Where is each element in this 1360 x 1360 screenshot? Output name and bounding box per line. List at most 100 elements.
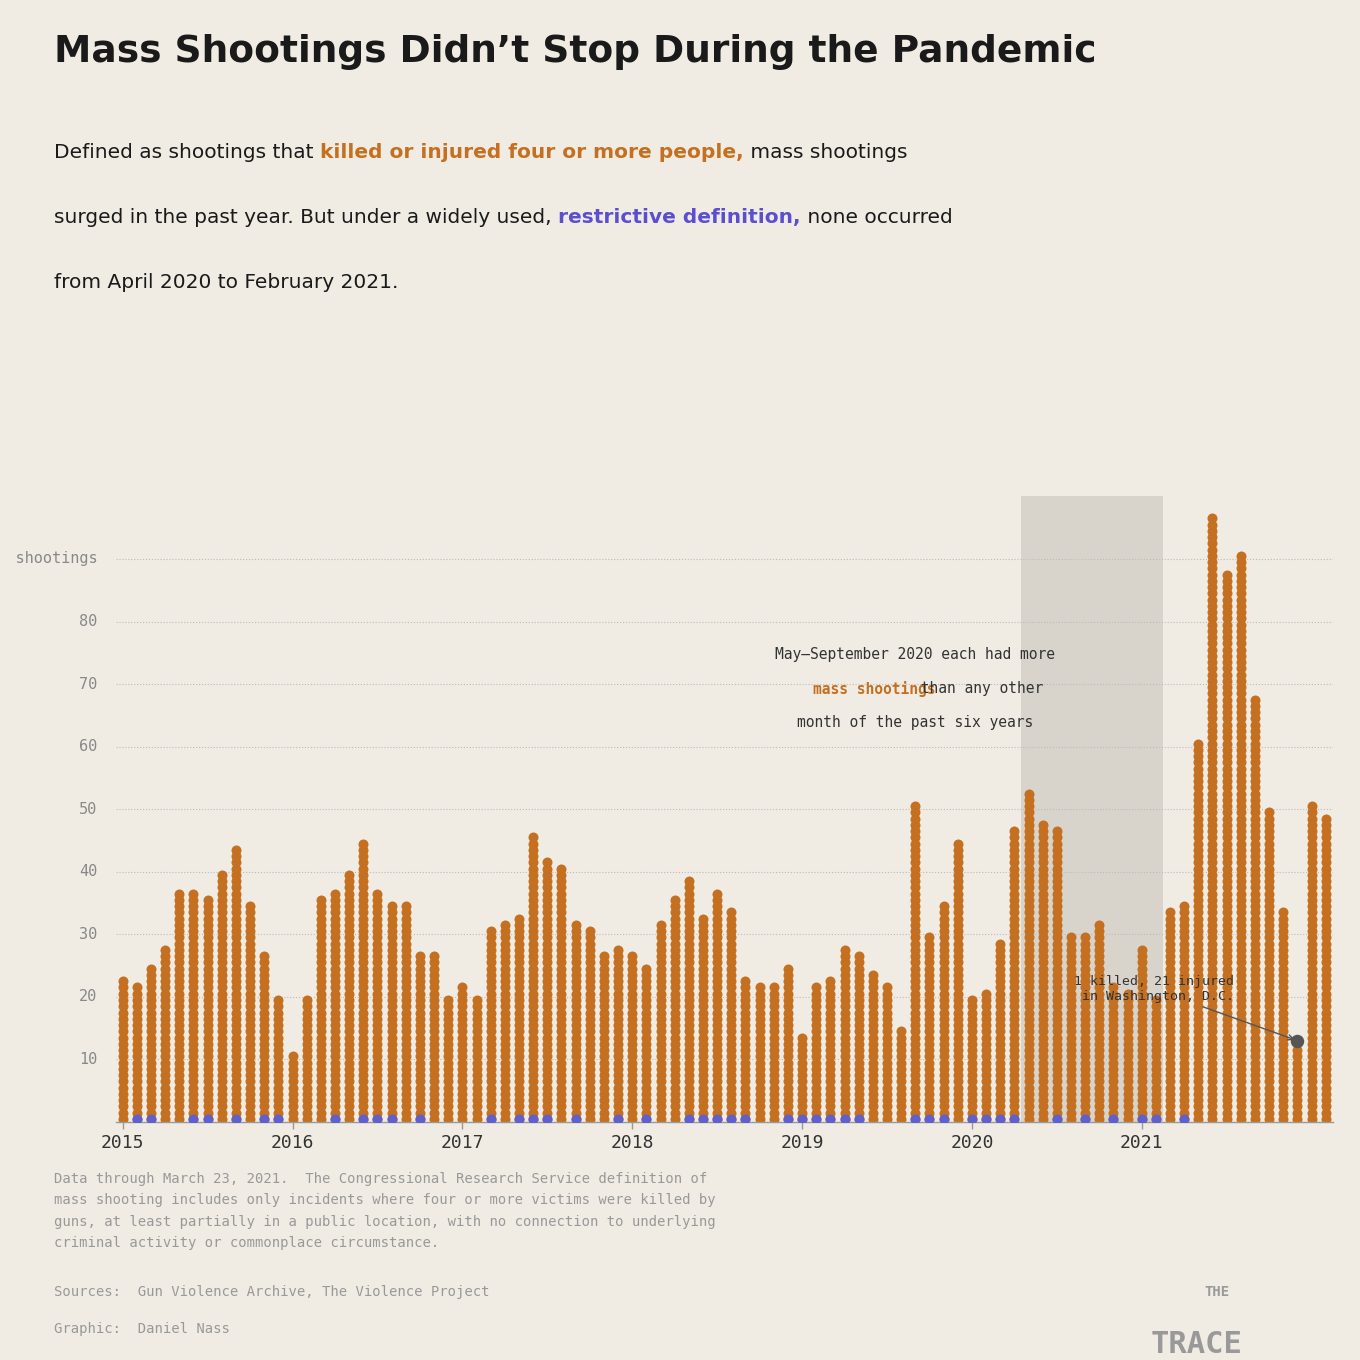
- Point: [622, 989, 643, 1010]
- Point: [1273, 908, 1295, 930]
- Point: [126, 1077, 148, 1099]
- Point: [1300, 839, 1322, 861]
- Point: [1004, 952, 1025, 974]
- Point: [607, 945, 628, 967]
- Point: [1300, 971, 1322, 993]
- Point: [1187, 957, 1209, 979]
- Point: [423, 1039, 445, 1061]
- Point: [140, 1001, 162, 1024]
- Point: [1032, 1034, 1054, 1055]
- Point: [904, 1077, 926, 1099]
- Point: [1300, 1039, 1322, 1061]
- Point: [352, 870, 374, 892]
- Point: [197, 895, 219, 917]
- Point: [834, 1077, 855, 1099]
- Point: [947, 1046, 968, 1068]
- Point: [169, 889, 190, 911]
- Point: [1187, 926, 1209, 948]
- Point: [169, 1089, 190, 1111]
- Point: [112, 1102, 133, 1123]
- Point: [1315, 914, 1337, 936]
- Point: [1244, 758, 1266, 779]
- Point: [635, 1027, 657, 1049]
- Point: [1017, 983, 1039, 1005]
- Point: [352, 938, 374, 960]
- Point: [1017, 1001, 1039, 1024]
- Point: [1145, 1108, 1167, 1130]
- Point: [324, 1008, 345, 1030]
- Point: [918, 1096, 940, 1118]
- Point: [1315, 976, 1337, 998]
- Point: [593, 1046, 615, 1068]
- Point: [1187, 908, 1209, 930]
- Point: [126, 1089, 148, 1111]
- Point: [1258, 983, 1280, 1005]
- Point: [1229, 839, 1251, 861]
- Point: [904, 996, 926, 1017]
- Point: [394, 914, 416, 936]
- Point: [1244, 751, 1266, 772]
- Point: [367, 1070, 389, 1092]
- Point: [1174, 1058, 1195, 1080]
- Point: [1017, 1083, 1039, 1104]
- Point: [509, 1096, 530, 1118]
- Point: [904, 864, 926, 885]
- Point: [339, 1008, 360, 1030]
- Point: [1187, 1070, 1209, 1092]
- Point: [1046, 820, 1068, 842]
- Point: [224, 895, 246, 917]
- Point: [579, 1058, 601, 1080]
- Point: [904, 883, 926, 904]
- Point: [777, 957, 798, 979]
- Point: [522, 938, 544, 960]
- Point: [1216, 1077, 1238, 1099]
- Point: [989, 1015, 1010, 1036]
- Point: [1046, 883, 1068, 904]
- Point: [677, 1020, 699, 1042]
- Point: [522, 839, 544, 861]
- Point: [1103, 1108, 1125, 1130]
- Point: [677, 1108, 699, 1130]
- Point: [224, 926, 246, 948]
- Point: [1046, 839, 1068, 861]
- Point: [918, 1077, 940, 1099]
- Point: [268, 1034, 290, 1055]
- Point: [1216, 813, 1238, 835]
- Point: [1315, 938, 1337, 960]
- Point: [593, 1108, 615, 1130]
- Point: [1187, 1008, 1209, 1030]
- Point: [438, 1083, 460, 1104]
- Point: [1216, 1089, 1238, 1111]
- Point: [282, 1096, 303, 1118]
- Point: [1117, 1083, 1138, 1104]
- Point: [1216, 777, 1238, 798]
- Point: [989, 1077, 1010, 1099]
- Point: [211, 983, 233, 1005]
- Point: [551, 1034, 573, 1055]
- Point: [1088, 933, 1110, 955]
- Point: [253, 1039, 275, 1061]
- Point: [352, 902, 374, 923]
- Point: [579, 1089, 601, 1111]
- Point: [1074, 1089, 1096, 1111]
- Point: [253, 1096, 275, 1118]
- Point: [635, 1108, 657, 1130]
- Point: [1315, 851, 1337, 873]
- Point: [452, 996, 473, 1017]
- Text: 30: 30: [79, 926, 97, 942]
- Point: [1229, 777, 1251, 798]
- Point: [1032, 845, 1054, 868]
- Point: [211, 1046, 233, 1068]
- Point: [564, 1083, 586, 1104]
- Point: [1202, 526, 1224, 548]
- Point: [1216, 1039, 1238, 1061]
- Point: [1229, 1077, 1251, 1099]
- Point: [904, 1008, 926, 1030]
- Point: [635, 1070, 657, 1092]
- Point: [423, 945, 445, 967]
- Point: [1273, 1096, 1295, 1118]
- Point: [423, 971, 445, 993]
- Point: [112, 1046, 133, 1068]
- Point: [777, 1051, 798, 1073]
- Point: [1202, 895, 1224, 917]
